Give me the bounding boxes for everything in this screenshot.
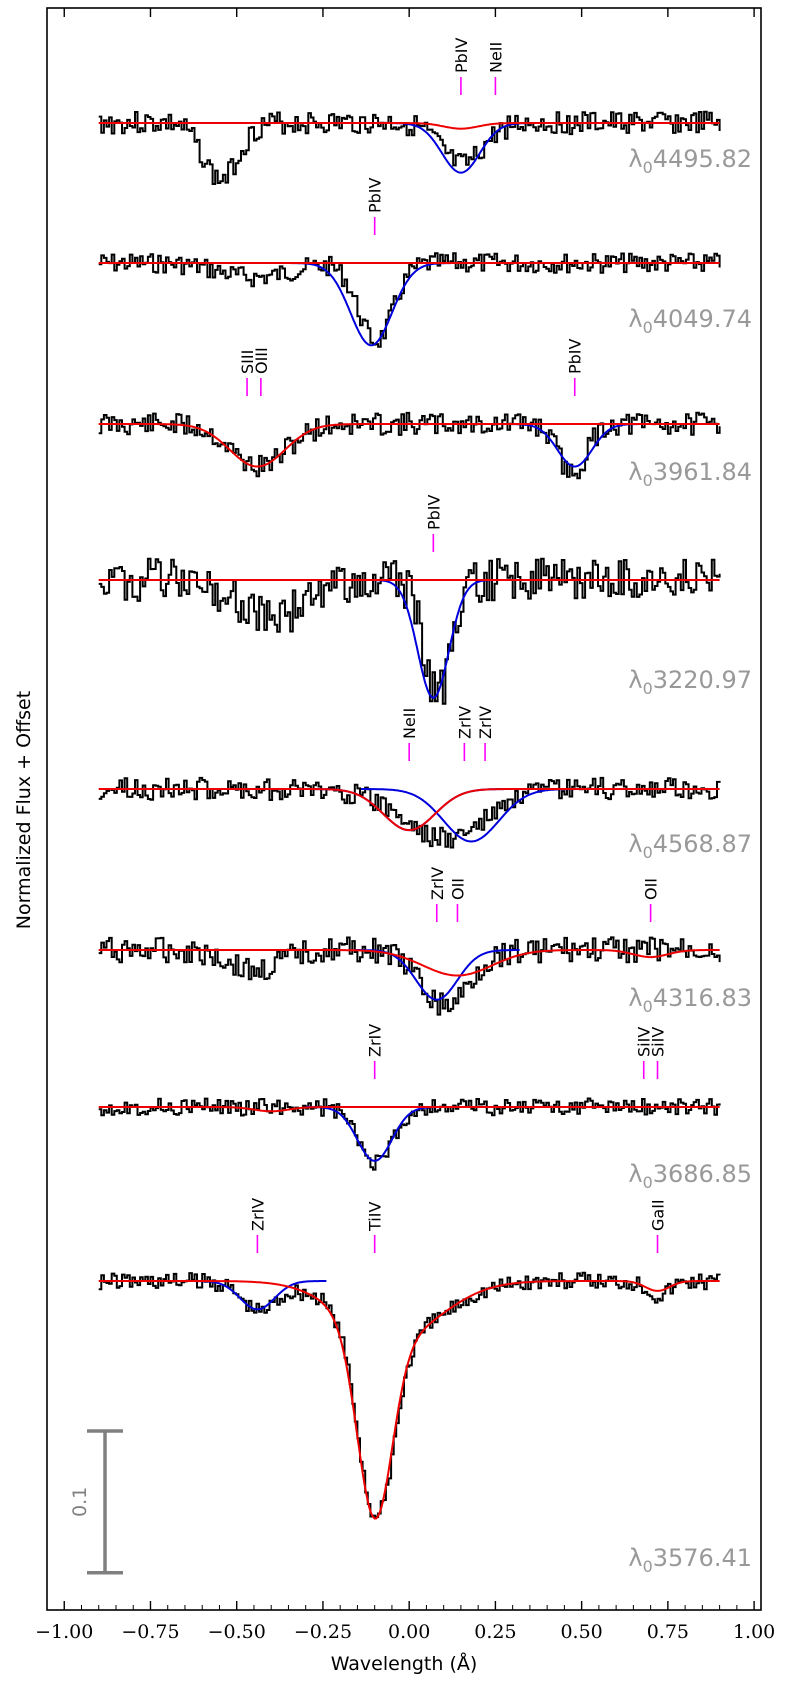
spectrum-panel-4495.82: PbIV NeII λ04495.82 bbox=[98, 37, 752, 185]
wavelength-label-4316.83: λ04316.83 bbox=[628, 984, 752, 1016]
ion-label-ZrIV: ZrIV bbox=[455, 706, 474, 739]
ion-label-SiIV: SiIV bbox=[635, 1027, 654, 1057]
model-spectrum bbox=[98, 949, 720, 977]
ion-label-SiIV: SiIV bbox=[649, 1027, 668, 1057]
model-spectrum bbox=[98, 423, 720, 468]
x-tick-label-3: −0.25 bbox=[294, 1621, 352, 1643]
ion-label-ZrIV: ZrIV bbox=[476, 706, 495, 739]
ion-label-ZrIV: ZrIV bbox=[366, 1024, 385, 1057]
fit-component-0.15 bbox=[385, 122, 537, 174]
ion-label-NeII: NeII bbox=[486, 42, 505, 73]
observed-spectrum bbox=[98, 1097, 721, 1171]
fit-component--0.1 bbox=[305, 1106, 444, 1162]
fit-component-0.18 bbox=[360, 788, 582, 843]
ion-label-OIII: OIII bbox=[252, 347, 271, 374]
observed-spectrum bbox=[98, 411, 721, 480]
ion-label-GaII: GaII bbox=[649, 1199, 668, 1231]
fit-component-0.48 bbox=[505, 423, 644, 468]
x-tick-label-0: −1.00 bbox=[35, 1621, 93, 1643]
wavelength-label-4495.82: λ04495.82 bbox=[628, 145, 752, 177]
spectrum-panel-4049.74: PbIV λ04049.74 bbox=[98, 177, 752, 348]
observed-spectrum bbox=[98, 557, 721, 705]
wavelength-label-3686.85: λ03686.85 bbox=[628, 1160, 752, 1192]
x-axis-title: Wavelength (Å) bbox=[331, 1652, 478, 1675]
observed-spectrum bbox=[98, 252, 721, 348]
x-tick-label-2: −0.50 bbox=[208, 1621, 266, 1643]
wavelength-label-4049.74: λ04049.74 bbox=[628, 305, 752, 337]
wavelength-label-3961.84: λ03961.84 bbox=[628, 458, 752, 490]
x-tick-label-4: 0.00 bbox=[388, 1621, 430, 1643]
y-axis-title: Normalized Flux + Offset bbox=[13, 691, 35, 929]
x-tick-label-8: 1.00 bbox=[733, 1621, 775, 1643]
ion-label-PbIV: PbIV bbox=[452, 37, 471, 73]
model-spectrum bbox=[98, 788, 720, 832]
observed-spectrum bbox=[98, 776, 721, 849]
ion-label-PbIV: PbIV bbox=[366, 177, 385, 213]
x-tick-label-7: 0.75 bbox=[647, 1621, 689, 1643]
plot-frame bbox=[46, 7, 762, 1611]
model-spectrum bbox=[98, 122, 720, 130]
spectrum-panel-4568.87: NeII ZrIV ZrIV λ04568.87 bbox=[98, 706, 752, 862]
fit-component--0.11 bbox=[288, 262, 454, 347]
scale-bar-label: 0.1 bbox=[69, 1487, 91, 1517]
x-tick-label-5: 0.25 bbox=[474, 1621, 516, 1643]
ion-label-PbIV: PbIV bbox=[424, 494, 443, 530]
wavelength-label-4568.87: λ04568.87 bbox=[628, 830, 752, 862]
observed-spectrum bbox=[98, 936, 721, 1016]
ion-label-NeII: NeII bbox=[400, 708, 419, 739]
scale-bar: 0.1 bbox=[69, 1429, 123, 1575]
x-axis: −1.00 −0.75 −0.50 −0.25 0.00 0.25 0.50 0.75 1.00 bbox=[35, 8, 775, 1643]
wavelength-label-3576.41: λ03576.41 bbox=[628, 1544, 752, 1576]
ion-label-SIII: SIII bbox=[238, 350, 257, 374]
ion-label-ZrIV: ZrIV bbox=[428, 867, 447, 900]
spectrum-panel-3220.97: PbIV λ03220.97 bbox=[98, 494, 752, 705]
ion-label-PbIV: PbIV bbox=[566, 338, 585, 374]
ion-label-OII: OII bbox=[642, 878, 661, 900]
x-tick-label-1: −0.75 bbox=[121, 1621, 179, 1643]
ion-label-ZrIV: ZrIV bbox=[248, 1198, 267, 1231]
observed-spectrum bbox=[98, 1271, 721, 1518]
ion-label-OII: OII bbox=[449, 878, 468, 900]
spectrum-panel-3576.41: ZrIV TiIV GaII λ03576.41 bbox=[98, 1198, 752, 1576]
wavelength-label-3220.97: λ03220.97 bbox=[628, 666, 752, 698]
model-spectrum bbox=[98, 1106, 720, 1113]
x-tick-label-6: 0.50 bbox=[560, 1621, 602, 1643]
ion-label-TiIV: TiIV bbox=[366, 1202, 385, 1232]
fit-component-0.07 bbox=[371, 579, 496, 699]
observed-spectrum bbox=[98, 110, 721, 185]
model-spectrum bbox=[98, 1280, 720, 1520]
